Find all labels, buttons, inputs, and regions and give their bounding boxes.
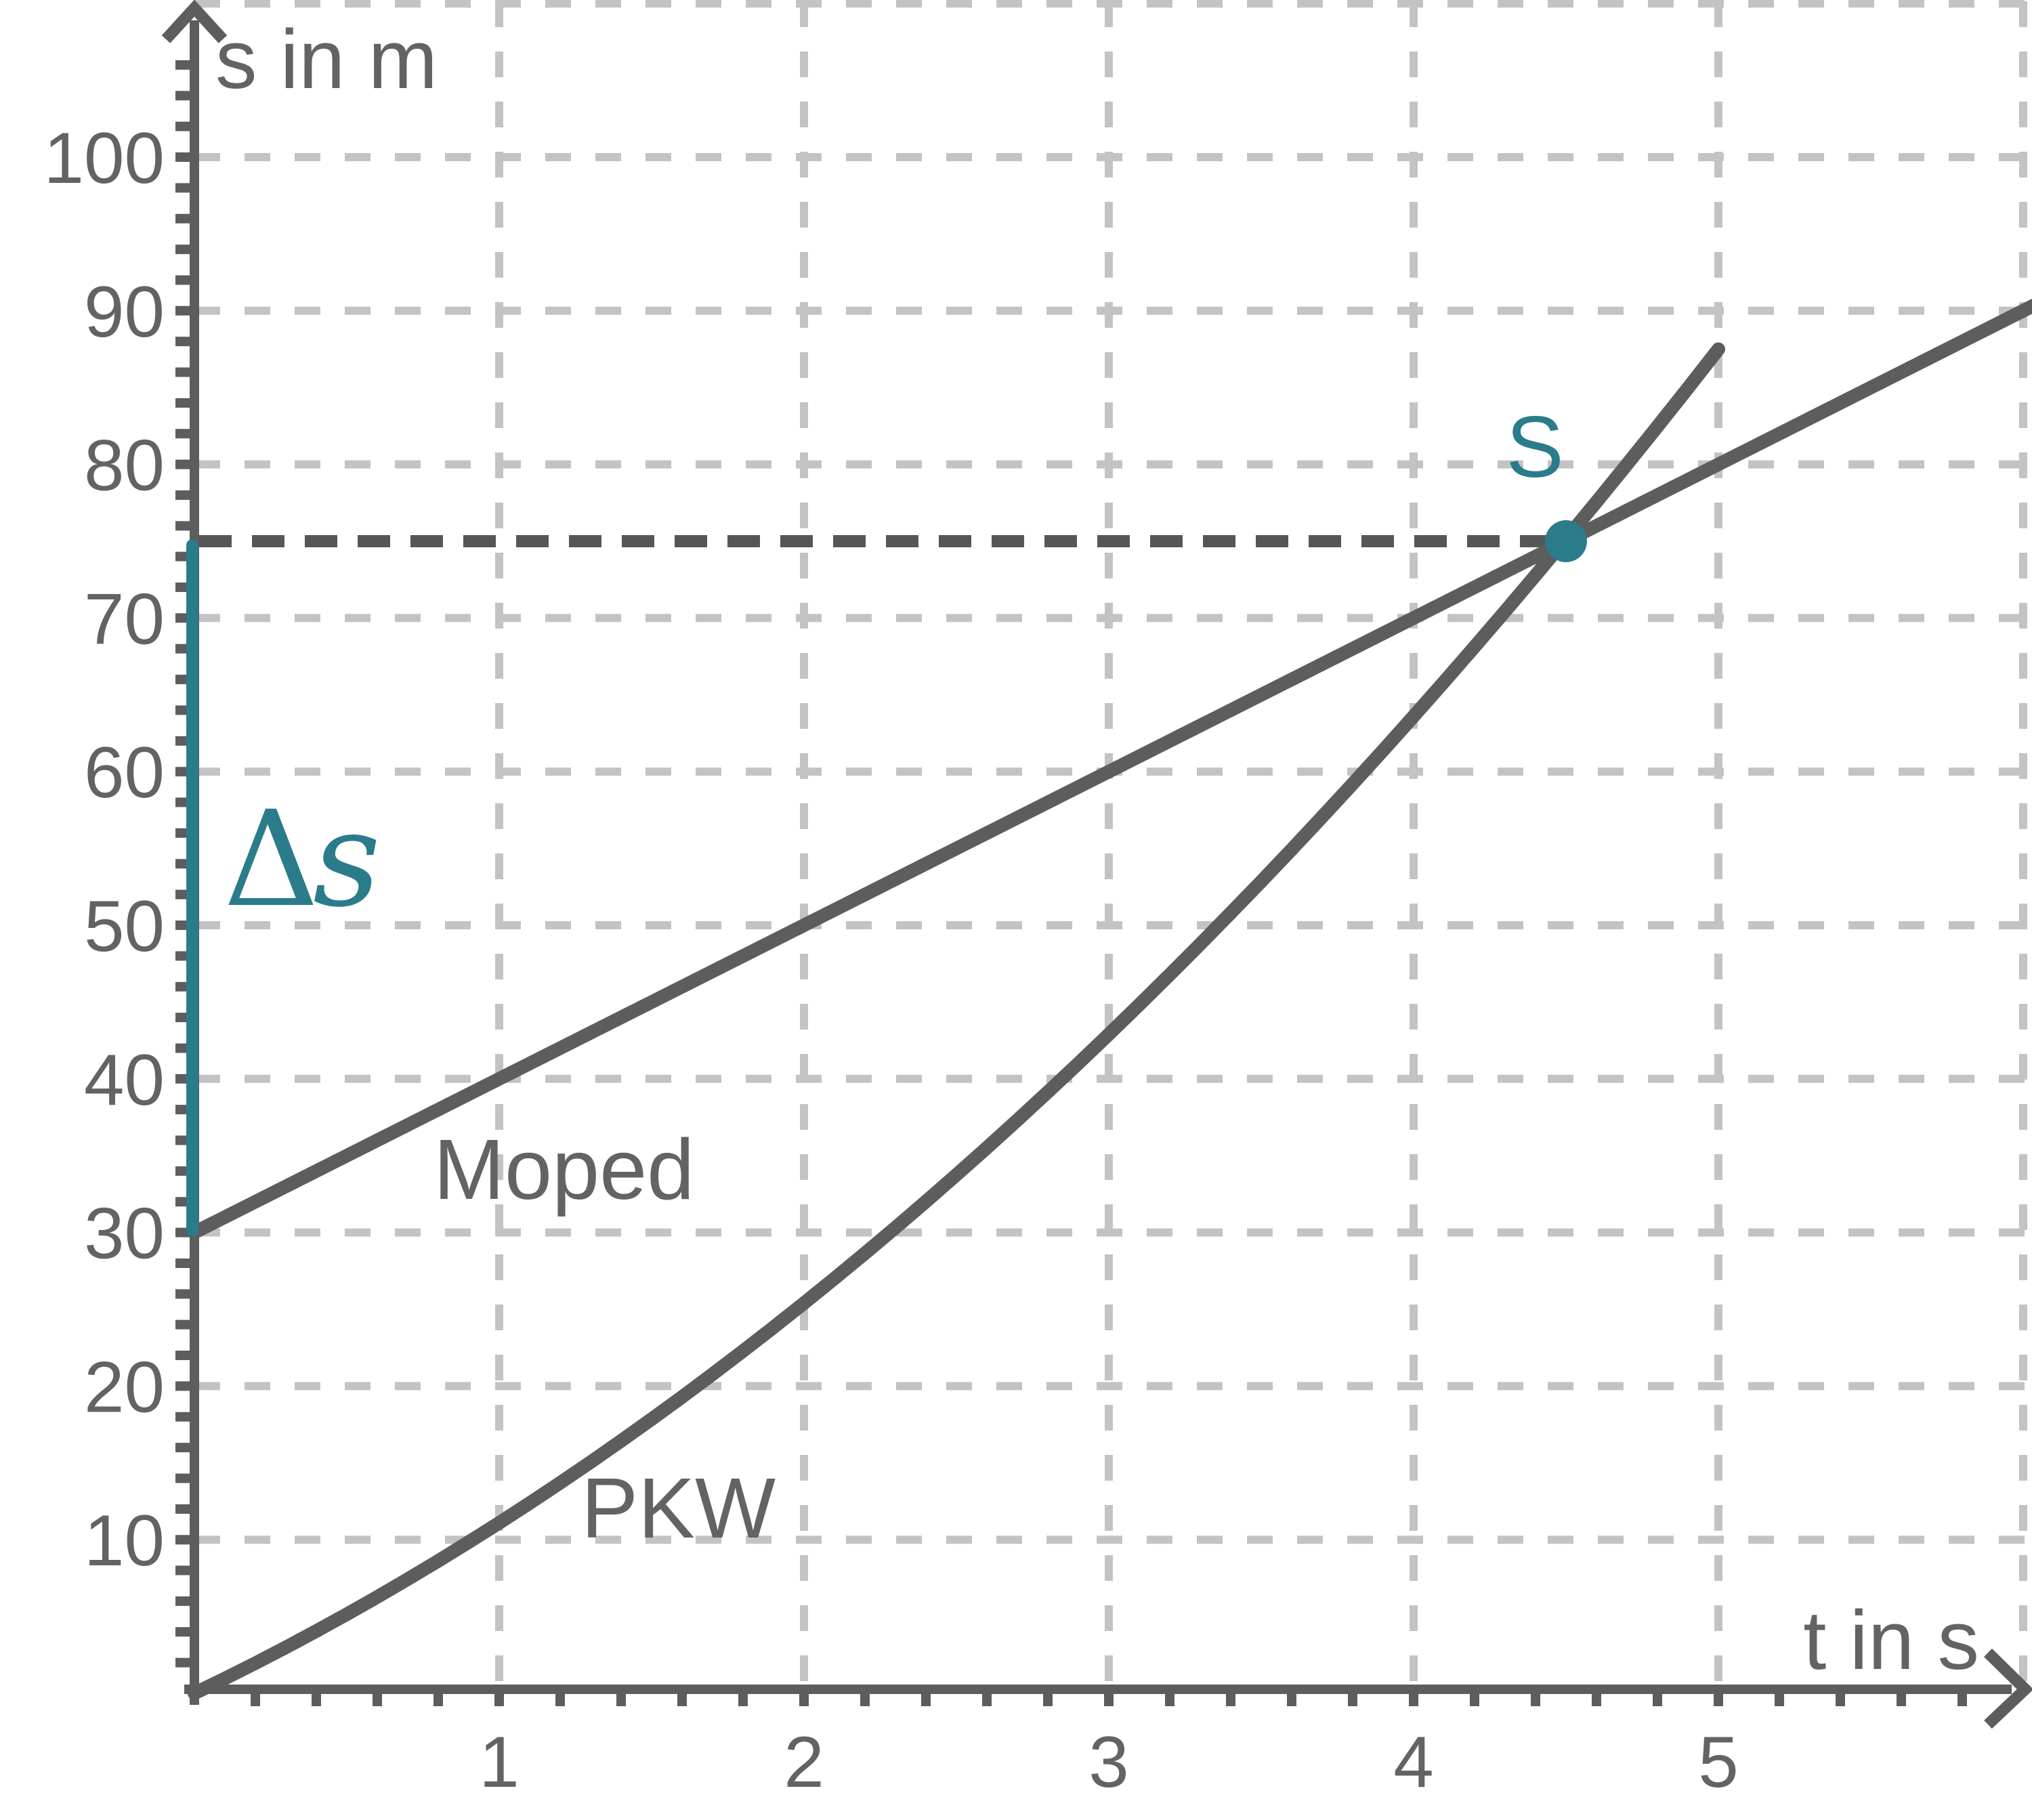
markers: [186, 520, 1587, 1237]
moped-curve: [188, 299, 2032, 1240]
delta-s-label: Δ s: [224, 782, 381, 936]
y-tick-label: 70: [84, 578, 165, 659]
y-axis-arrow: [161, 0, 228, 43]
x-axis-title: t in s: [1803, 1594, 1979, 1687]
tick-labels: 10 20 30 40 50 60 70 80 90 100 1 2 3 4 5: [43, 117, 1738, 1802]
y-tick-label: 80: [84, 425, 165, 506]
y-tick-label: 90: [84, 271, 165, 352]
y-tick-label: 20: [84, 1346, 165, 1427]
y-axis-title: s in m: [215, 14, 438, 106]
x-tick-label: 4: [1393, 1721, 1434, 1802]
intersection-point-label: S: [1506, 399, 1563, 496]
x-tick-label: 1: [479, 1721, 520, 1802]
x-axis-arrow: [1984, 1648, 2032, 1729]
moped-curve-label: Moped: [433, 1122, 694, 1217]
curves: [188, 299, 2032, 1700]
y-tick-label: 30: [84, 1193, 165, 1274]
gridlines: [194, 0, 2032, 1687]
y-tick-label: 50: [84, 885, 165, 967]
x-tick-label: 2: [784, 1721, 824, 1802]
delta-s-variable: s: [313, 782, 381, 936]
y-tick-label: 10: [84, 1500, 165, 1581]
intersection-dot: [1545, 520, 1587, 562]
delta-symbol: Δ: [224, 782, 319, 936]
x-tick-label: 3: [1088, 1721, 1129, 1802]
y-tick-label: 100: [43, 117, 165, 198]
y-tick-label: 40: [84, 1039, 165, 1120]
x-tick-label: 5: [1698, 1721, 1739, 1802]
axes: [161, 0, 2032, 1729]
pkw-curve-label: PKW: [581, 1460, 776, 1556]
y-tick-label: 60: [84, 732, 165, 813]
pkw-curve: [188, 342, 1725, 1700]
